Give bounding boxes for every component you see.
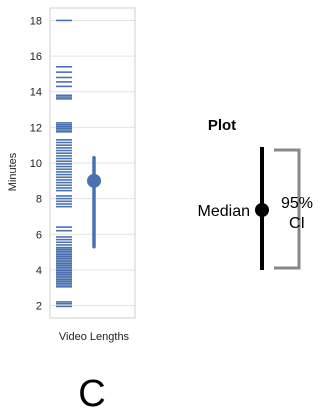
median-point (87, 174, 101, 188)
rug-marks (56, 20, 72, 306)
plot-area: 2 4 6 8 10 12 14 16 18 (30, 8, 135, 318)
y-tick-label: 12 (30, 122, 42, 134)
y-tick-label: 4 (36, 265, 42, 277)
median-interval (87, 158, 101, 247)
y-tick-label: 18 (30, 15, 42, 27)
y-tick-label: 16 (30, 51, 42, 63)
legend-title: Plot (208, 117, 236, 134)
legend-ci-label-line2: CI (289, 215, 305, 232)
y-tick-label: 8 (36, 194, 42, 206)
y-axis-title: Minutes (7, 152, 19, 191)
y-tick-label: 10 (30, 158, 42, 170)
legend-median-dot (255, 203, 269, 217)
y-tick-labels: 2 4 6 8 10 12 14 16 18 (30, 15, 42, 312)
y-tick-label: 2 (36, 301, 42, 313)
legend: Plot Median 95% CI (198, 117, 314, 270)
legend-median-label: Median (198, 203, 250, 220)
legend-ci-label-line1: 95% (281, 195, 313, 212)
panel-label: C (78, 373, 105, 415)
y-tick-label: 14 (30, 87, 42, 99)
x-axis-title: Video Lengths (59, 331, 130, 343)
y-tick-label: 6 (36, 229, 42, 241)
